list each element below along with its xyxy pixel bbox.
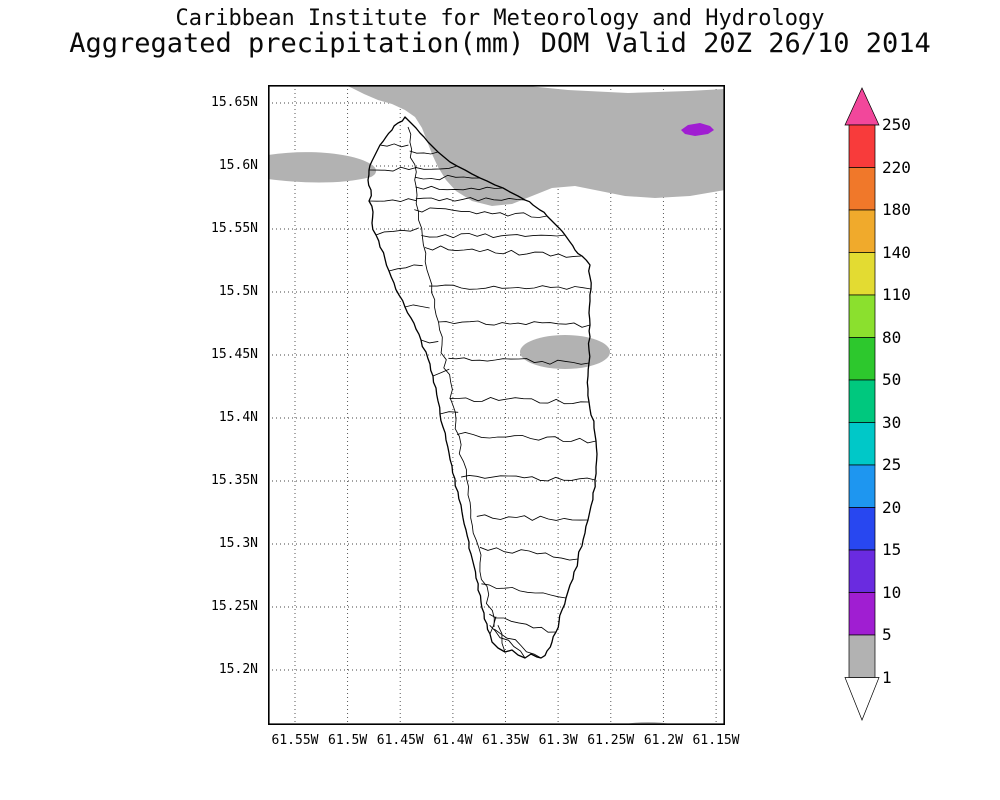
precipitation-map [268,85,725,725]
watershed-line [379,143,409,148]
watershed-line [432,368,450,377]
lon-tick-label: 61.15W [692,733,740,748]
lat-tick-label: 15.4N [218,410,258,425]
watershed-line [421,233,566,239]
lat-tick-label: 15.3N [218,536,258,551]
watershed-line [388,264,423,272]
watershed-line [375,227,419,236]
colorbar-tick-label: 220 [882,157,911,177]
watershed-line [489,616,497,635]
colorbar-tick-label: 20 [882,497,902,517]
colorbar-arrow-up [844,87,880,126]
plot-border [268,85,725,725]
watershed-line [456,432,597,444]
lon-tick-label: 61.3W [538,733,578,748]
colorbar-tick-label: 30 [882,412,902,432]
watershed-line [414,207,548,218]
lon-tick-label: 61.45W [376,733,424,748]
colorbar-segment [848,252,876,296]
colorbar-segment [848,549,876,593]
lon-tick-label: 61.35W [482,733,529,748]
watershed-line [448,357,590,365]
colorbar-segment [848,167,876,211]
watershed-line [415,174,481,181]
colorbar-tick-label: 80 [882,327,902,347]
colorbar-tick-label: 10 [882,582,902,602]
colorbar-tick-label: 140 [882,242,911,262]
shaded-region-north [345,85,725,206]
lon-tick-label: 61.55W [271,733,319,748]
colorbar [844,87,880,721]
colorbar-tick-label: 5 [882,625,892,644]
colorbar-tick-label: 180 [882,200,911,219]
watershed-ridge-line [407,126,495,628]
colorbar-segment [848,379,876,423]
watershed-line [368,166,417,172]
lat-tick-label: 15.2N [218,662,258,677]
colorbar-tick-label: 250 [882,115,911,134]
lat-tick-label: 15.35N [211,473,258,488]
shaded-region-east [520,335,610,369]
watershed-line [420,339,439,344]
colorbar-segment [848,592,876,636]
watershed-line [449,397,590,405]
shaded-region-west [268,152,377,183]
watershed-line [429,284,592,290]
colorbar-tick-label: 50 [882,370,902,389]
colorbar-segment [848,507,876,551]
watershed-line [409,150,439,155]
watershed-line [415,197,526,202]
watershed-line [368,198,417,203]
watershed-line [461,474,596,482]
colorbar-arrow-down [844,677,880,721]
colorbar-tick-label: 1 [882,667,892,687]
watershed-line [489,625,526,659]
watershed-line [479,546,579,561]
colorbar-segment [848,464,876,508]
watershed-line [476,514,589,521]
lon-tick-label: 61.4W [433,733,473,748]
watershed-line [404,304,430,309]
watershed-line [438,320,591,328]
watershed-line [494,628,542,659]
lat-tick-label: 15.5N [218,284,258,299]
colorbar-tick-label: 110 [882,285,911,304]
watershed-line [439,411,459,415]
lat-tick-label: 15.25N [211,599,258,614]
lat-tick-label: 15.6N [218,158,258,173]
lat-tick-label: 15.45N [211,347,258,362]
watershed-line [489,613,557,633]
map-subtitle: Aggregated precipitation(mm) DOM Valid 2… [69,28,931,59]
colorbar-segment [848,422,876,466]
colorbar-segment [848,124,876,168]
lat-tick-label: 15.65N [211,95,258,110]
lon-tick-label: 61.25W [587,733,635,748]
watershed-line [415,185,504,191]
colorbar-tick-label: 25 [882,455,902,474]
page-title: Caribbean Institute for Meteorology and … [175,6,825,31]
colorbar-segment [848,294,876,338]
lon-tick-label: 61.2W [643,733,683,748]
watershed-line [424,245,583,258]
watershed-line [415,165,458,170]
colorbar-segment [848,337,876,381]
shaded-region-purple [681,123,714,136]
lon-tick-label: 61.5W [328,733,368,748]
colorbar-segment [848,634,876,678]
lat-tick-label: 15.55N [211,221,258,236]
island-coastline [367,116,598,659]
colorbar-segment [848,209,876,253]
colorbar-tick-label: 15 [882,540,902,559]
watershed-line [481,583,567,599]
